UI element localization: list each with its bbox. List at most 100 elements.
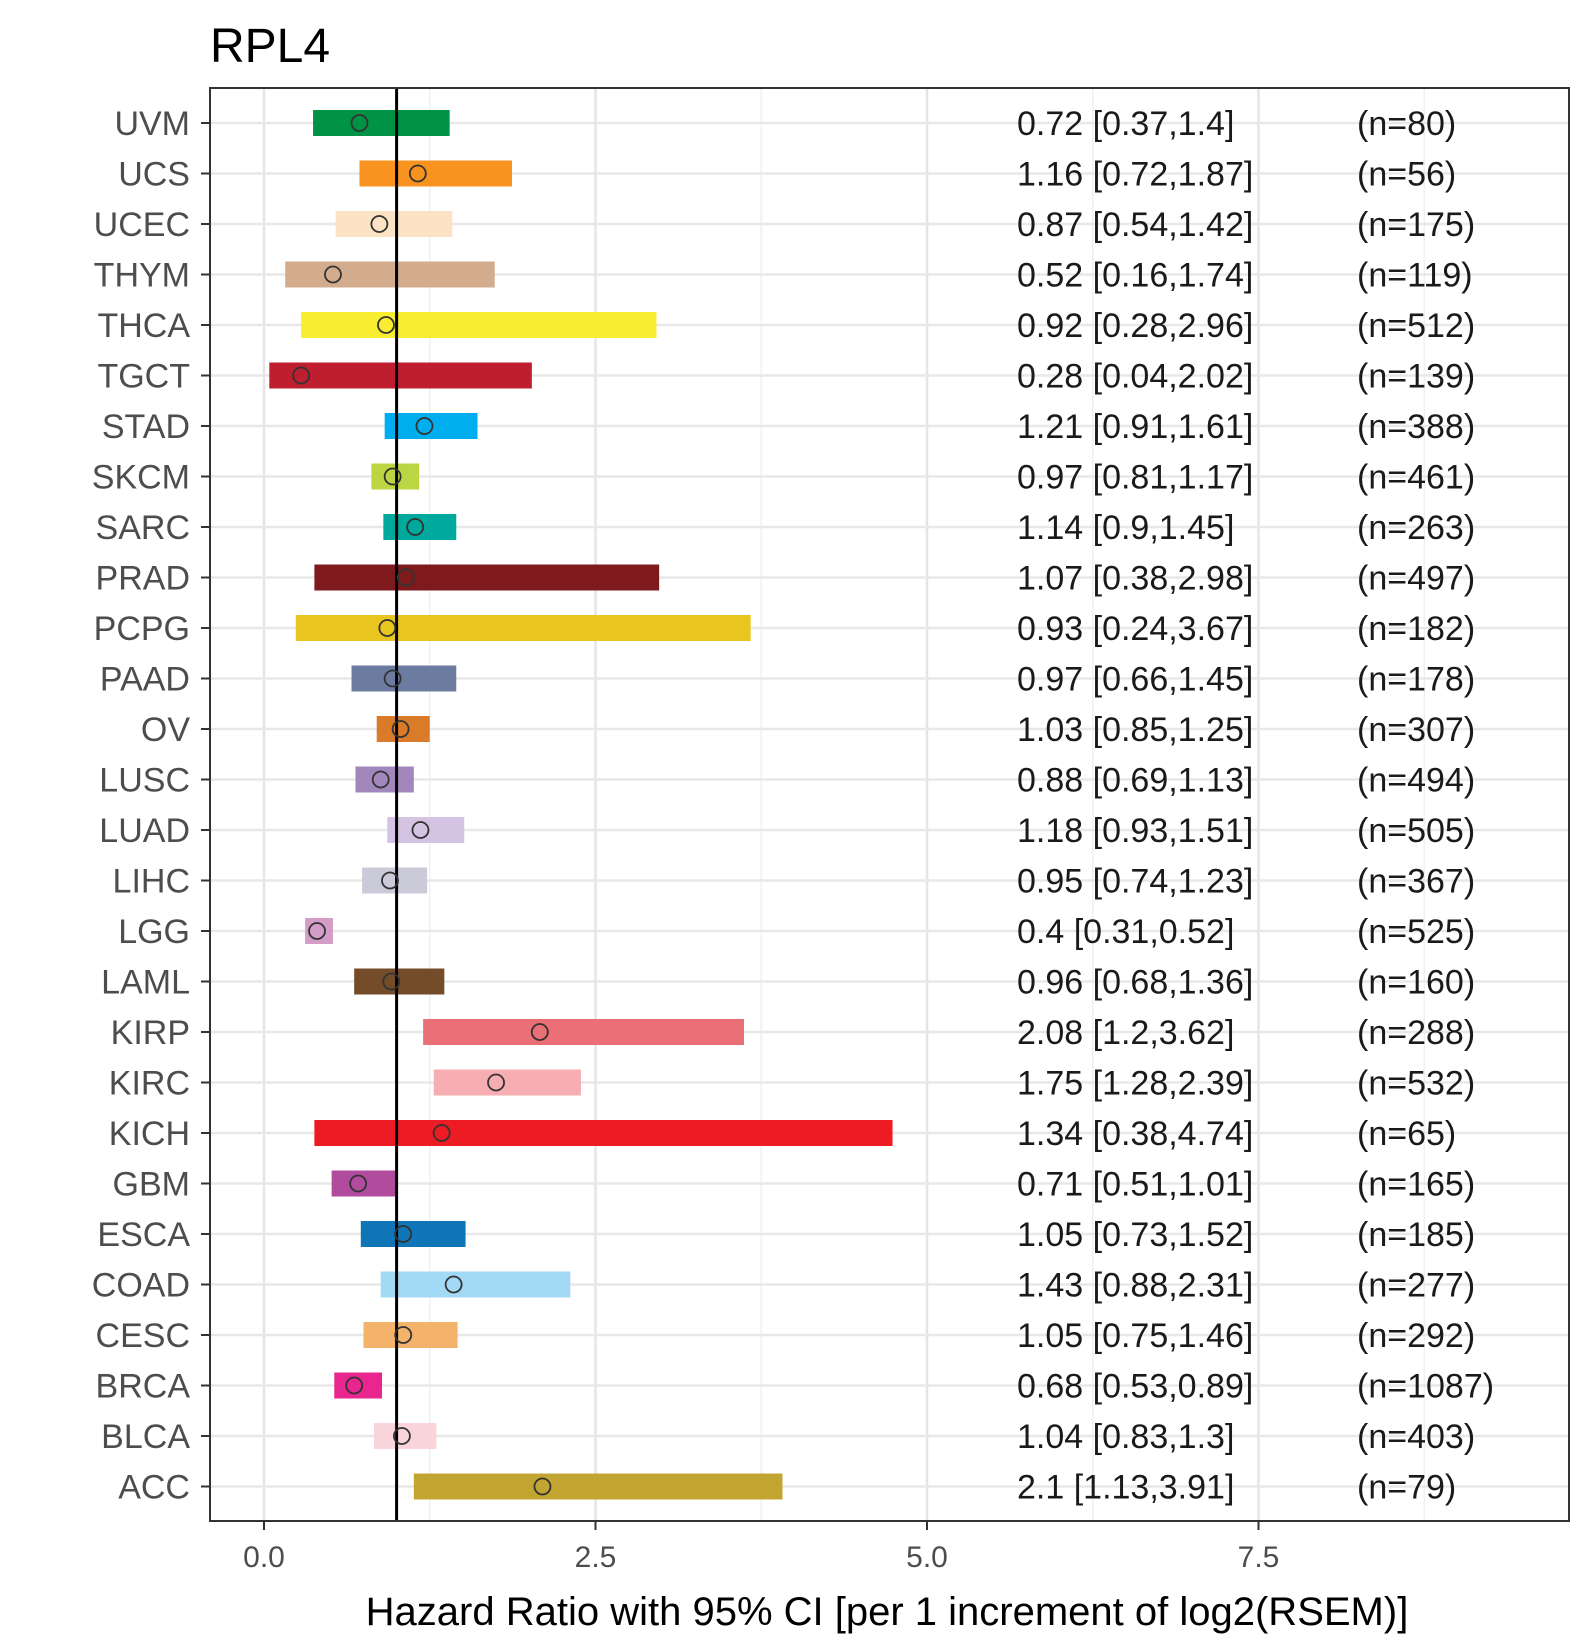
sample-size-text: (n=512) (1357, 307, 1475, 345)
ci-bar-acc (413, 1473, 783, 1500)
ci-bar-luad (387, 817, 465, 843)
category-label: THYM (94, 257, 190, 295)
sample-size-text: (n=292) (1357, 1317, 1475, 1355)
ci-bar-uvm (313, 110, 450, 136)
hr-point-paad (383, 669, 402, 688)
x-tick-label: 7.5 (1238, 1541, 1280, 1574)
hr-ci-text: 0.88 [0.69,1.13] (1017, 762, 1253, 800)
hr-point-cesc (394, 1326, 413, 1344)
sample-size-text: (n=307) (1357, 711, 1475, 749)
hr-point-ucs (408, 164, 427, 183)
category-label: KIRC (109, 1065, 190, 1103)
sample-size-text: (n=525) (1357, 913, 1475, 951)
sample-size-text: (n=160) (1357, 964, 1475, 1002)
category-label: TGCT (97, 358, 190, 396)
category-label: LAML (101, 964, 190, 1002)
hr-point-luad (411, 821, 430, 839)
hr-ci-text: 0.92 [0.28,2.96] (1017, 307, 1253, 345)
hr-ci-text: 0.97 [0.81,1.17] (1017, 459, 1253, 497)
category-labels: UVM UCS UCEC THYM THCA TGCT STAD SKCM SARC PRAD PC… (92, 105, 210, 1507)
category-label: PAAD (100, 661, 190, 699)
hr-ci-text: 1.05 [0.75,1.46] (1017, 1317, 1253, 1355)
hr-ci-text: 0.28 [0.04,2.02] (1017, 358, 1253, 396)
category-label: GBM (113, 1166, 190, 1204)
category-label: KICH (109, 1115, 190, 1153)
hr-point-prad (396, 568, 415, 587)
hr-ci-text: 0.68 [0.53,0.89] (1017, 1368, 1253, 1406)
sample-size-text: (n=403) (1357, 1418, 1475, 1456)
ci-bar-pcpg (295, 615, 751, 641)
hr-ci-text: 1.34 [0.38,4.74] (1017, 1115, 1253, 1153)
hr-ci-text: 0.71 [0.51,1.01] (1017, 1166, 1253, 1204)
hr-ci-text: 1.03 [0.85,1.25] (1017, 711, 1253, 749)
hr-point-lihc (381, 871, 399, 890)
category-label: STAD (102, 408, 190, 446)
x-tick-label: 2.5 (575, 1541, 617, 1574)
hr-point-kirp (530, 1023, 549, 1041)
sample-size-text: (n=288) (1357, 1014, 1475, 1052)
category-label: THCA (97, 307, 190, 345)
x-tick-label: 0.0 (243, 1541, 285, 1574)
sample-size-text: (n=165) (1357, 1166, 1475, 1204)
hr-point-esca (394, 1225, 413, 1243)
hr-point-stad (415, 417, 434, 435)
category-label: BRCA (96, 1368, 191, 1406)
hr-ci-text: 1.04 [0.83,1.3] (1017, 1418, 1234, 1456)
hr-point-blca (393, 1427, 411, 1445)
hr-point-skcm (383, 467, 402, 486)
hr-point-kich (432, 1124, 451, 1142)
hr-points (292, 114, 552, 1496)
x-axis-title: Hazard Ratio with 95% CI [per 1 incremen… (366, 1590, 1409, 1634)
sample-size-text: (n=80) (1357, 105, 1456, 143)
category-label: PCPG (94, 610, 190, 648)
hr-ci-text: 1.14 [0.9,1.45] (1017, 509, 1234, 547)
grid-lines (210, 88, 1569, 1521)
sample-size-text: (n=56) (1357, 156, 1456, 194)
hr-ci-text: 1.16 [0.72,1.87] (1017, 156, 1253, 194)
panel-border (209, 87, 1570, 1522)
sample-size-text: (n=367) (1357, 863, 1475, 901)
category-label: OV (141, 711, 190, 749)
sample-size-text: (n=185) (1357, 1216, 1475, 1254)
hr-ci-text: 0.97 [0.66,1.45] (1017, 661, 1253, 699)
sample-size-text: (n=175) (1357, 206, 1475, 244)
sample-size-text: (n=65) (1357, 1115, 1456, 1153)
category-label: COAD (92, 1267, 190, 1305)
hr-ci-text: 2.1 [1.13,3.91] (1017, 1469, 1234, 1507)
hr-point-tgct (292, 366, 311, 385)
hr-ci-text: 0.4 [0.31,0.52] (1017, 913, 1234, 951)
hr-point-thca (377, 316, 395, 334)
ci-bar-ucec (335, 211, 453, 237)
category-label: CESC (96, 1317, 190, 1355)
ci-bar-tgct (269, 362, 532, 389)
hr-point-lusc (371, 770, 390, 789)
sample-size-text: (n=494) (1357, 762, 1475, 800)
sample-size-text: (n=178) (1357, 661, 1475, 699)
hr-point-gbm (349, 1174, 368, 1193)
category-label: LIHC (113, 863, 190, 901)
sample-size-text: (n=79) (1357, 1469, 1456, 1507)
category-label: BLCA (101, 1418, 190, 1456)
category-label: UCS (118, 156, 190, 194)
ci-bar-prad (314, 564, 660, 591)
hr-point-ov (391, 720, 410, 738)
category-label: KIRP (111, 1014, 190, 1052)
ci-bar-thca (301, 312, 657, 338)
category-label: ESCA (97, 1216, 190, 1254)
category-label: PRAD (96, 560, 190, 598)
ci-bar-ucs (359, 160, 512, 187)
category-label: LUSC (99, 762, 190, 800)
ci-bars (269, 110, 893, 1500)
sample-size-text: (n=532) (1357, 1065, 1475, 1103)
sample-size-text: (n=119) (1357, 257, 1473, 295)
ci-bar-coad (380, 1271, 571, 1298)
chart-title: RPL4 (210, 20, 330, 73)
hr-point-coad (444, 1275, 463, 1294)
hr-ci-text: 1.43 [0.88,2.31] (1017, 1267, 1253, 1305)
hr-ci-text: 1.21 [0.91,1.61] (1017, 408, 1253, 446)
hr-point-uvm (350, 114, 369, 132)
hr-ci-text: 0.96 [0.68,1.36] (1017, 964, 1253, 1002)
ci-bar-thym (285, 261, 495, 288)
ci-bar-kirp (423, 1019, 745, 1045)
ci-bar-brca (334, 1372, 383, 1399)
